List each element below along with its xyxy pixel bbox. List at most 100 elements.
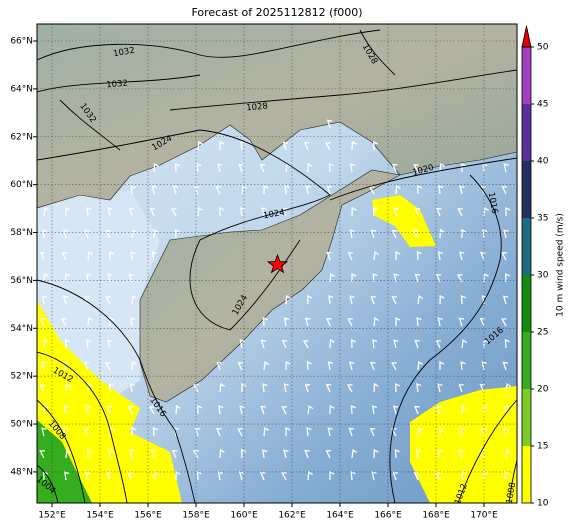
wind-barb <box>194 427 201 437</box>
lon-tick-label: 162°E <box>278 511 306 521</box>
wind-barb <box>347 252 353 261</box>
wind-barb <box>306 427 312 437</box>
wind-barb <box>260 339 267 349</box>
wind-barb <box>65 206 71 216</box>
wind-barb <box>439 426 445 437</box>
wind-barb <box>461 228 467 239</box>
wind-barb <box>413 164 419 173</box>
wind-barb <box>170 208 177 217</box>
wind-barb <box>216 427 222 437</box>
colorbar-tick-label: 10 <box>537 499 549 509</box>
mainland <box>37 24 517 209</box>
wind-barb <box>153 162 159 173</box>
wind-barb <box>393 339 399 349</box>
wind-barb <box>437 317 443 327</box>
wind-barb <box>39 450 45 459</box>
wind-barb <box>151 185 158 195</box>
wind-barb <box>192 450 199 459</box>
contour-label: 1032 <box>106 79 128 91</box>
wind-barb <box>324 142 331 151</box>
wind-barb <box>503 229 509 239</box>
lon-tick-label: 158°E <box>182 511 210 521</box>
wind-barb <box>505 272 511 283</box>
wind-barb <box>131 228 138 239</box>
lon-tick-label: 170°E <box>470 511 498 521</box>
wind-barb <box>87 250 93 261</box>
wind-barb <box>460 427 466 437</box>
wind-barb <box>371 405 378 415</box>
wind-barb <box>197 140 203 151</box>
wind-barb <box>461 470 467 481</box>
colorbar-segment <box>522 389 531 446</box>
wind-barb <box>282 141 289 151</box>
wind-barb <box>349 229 355 239</box>
wind-barb <box>104 362 111 371</box>
contour-label: 1028 <box>246 102 268 114</box>
wind-barb <box>457 208 463 217</box>
wind-barb <box>241 184 247 195</box>
wind-barb <box>263 184 269 194</box>
wind-barb <box>437 251 444 261</box>
wind-barb <box>285 294 291 305</box>
wind-barb <box>482 163 488 173</box>
wind-barb <box>129 449 135 459</box>
wind-barb <box>505 382 512 393</box>
wind-barb <box>505 206 511 216</box>
colorbar-segment <box>522 275 531 332</box>
wind-barb <box>64 339 70 349</box>
wind-barb <box>175 162 181 173</box>
contour-label: 1016 <box>486 192 500 215</box>
wind-barb <box>483 272 489 283</box>
wind-barb <box>307 162 313 173</box>
wind-barb <box>109 250 115 260</box>
wind-barb <box>263 360 270 371</box>
wind-barb <box>368 186 375 195</box>
colorbar-extend <box>521 25 532 48</box>
wind-barb <box>65 448 71 459</box>
wind-barb <box>153 470 160 481</box>
wind-barb <box>217 471 224 481</box>
wind-barb <box>127 472 133 481</box>
wind-barb <box>107 273 113 283</box>
wind-barb <box>130 185 136 195</box>
wind-barb <box>329 404 335 415</box>
wind-barb <box>416 251 422 261</box>
wind-barb <box>85 405 91 415</box>
kamchatka <box>139 169 401 403</box>
wind-barb <box>43 338 49 349</box>
wind-barb <box>302 340 309 349</box>
wind-barb <box>327 361 334 371</box>
wind-barb <box>87 316 93 327</box>
wind-barb <box>326 251 332 261</box>
wind-barb <box>369 427 376 437</box>
wind-barb <box>63 229 69 239</box>
colorbar-tick-label: 35 <box>537 214 548 224</box>
wind-barb <box>414 273 421 283</box>
colorbar-segment <box>522 332 531 389</box>
wind-barb <box>304 383 311 393</box>
wind-barb <box>241 382 247 392</box>
wind-barb <box>372 273 378 283</box>
wind-barb <box>40 251 46 261</box>
wind-barb <box>131 426 137 437</box>
wind-barb <box>109 426 116 437</box>
wind-barb <box>417 294 424 305</box>
wind-barb <box>503 163 509 173</box>
wind-barb <box>461 338 468 349</box>
axes: 152°E 154°E 156°E 158°E 160°E 162°E 164°E 166°E… <box>10 37 498 521</box>
wind-barb <box>351 272 357 282</box>
wind-barb <box>370 361 376 371</box>
wind-barb <box>152 427 158 437</box>
contour-label: 1032 <box>113 46 136 60</box>
lon-tick-label: 166°E <box>374 511 402 521</box>
wind-barb <box>215 186 221 195</box>
wind-barb <box>346 384 353 393</box>
wind-barb <box>175 404 181 415</box>
wind-barb <box>240 207 246 217</box>
wind-barb <box>109 316 115 327</box>
wind-barb <box>62 295 69 305</box>
wind-barb <box>85 471 91 481</box>
wind-barb <box>282 207 288 217</box>
wind-barb <box>502 361 509 371</box>
wind-barb <box>329 272 335 283</box>
